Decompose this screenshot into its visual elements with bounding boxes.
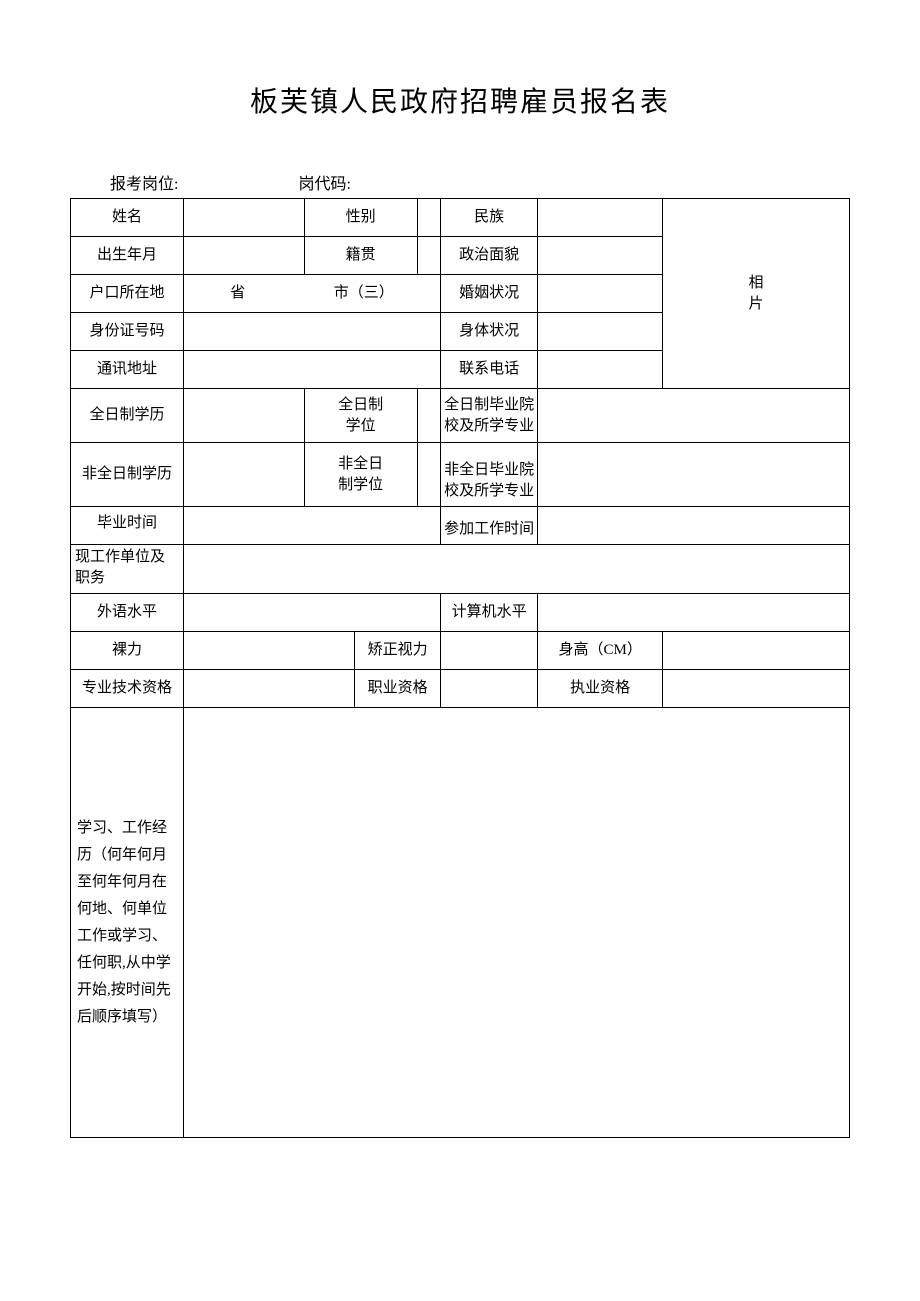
value-ethnicity: [538, 199, 663, 237]
label-phone: 联系电话: [440, 351, 537, 389]
value-grad-time: [183, 507, 440, 545]
value-experience: [183, 708, 849, 1138]
label-experience: 学习、工作经历（何年何月至何年何月在何地、何单位工作或学习、任何职,从中学开始,…: [71, 708, 184, 1138]
label-foreign-lang: 外语水平: [71, 594, 184, 632]
table-row: 毕业时间 参加工作时间: [71, 507, 850, 545]
label-political: 政治面貌: [440, 237, 537, 275]
value-practice: [662, 670, 849, 708]
label-province: 省: [230, 283, 245, 304]
value-parttime-edu: [183, 443, 304, 507]
label-parttime-school: 非全日毕业院校及所学专业: [440, 443, 537, 507]
code-label: 岗代码:: [298, 176, 350, 193]
value-fulltime-edu: [183, 389, 304, 443]
value-fulltime-school: [538, 389, 850, 443]
label-grad-time: 毕业时间: [71, 507, 184, 545]
label-parttime-degree: 非全日制学位: [304, 443, 417, 507]
value-work-start: [538, 507, 850, 545]
label-city: 市（三）: [334, 283, 394, 304]
value-marital: [538, 275, 663, 313]
label-fulltime-school: 全日制毕业院校及所学专业: [440, 389, 537, 443]
label-address: 通讯地址: [71, 351, 184, 389]
value-name: [183, 199, 304, 237]
label-corrected-vision: 矫正视力: [355, 632, 441, 670]
label-marital: 婚姻状况: [440, 275, 537, 313]
value-id: [183, 313, 440, 351]
table-row: 非全日制学历 非全日制学位 非全日毕业院校及所学专业: [71, 443, 850, 507]
value-vocational: [440, 670, 537, 708]
label-gender: 性别: [304, 199, 417, 237]
label-fulltime-edu: 全日制学历: [71, 389, 184, 443]
label-fulltime-degree: 全日制学位: [304, 389, 417, 443]
value-parttime-degree: [417, 443, 440, 507]
label-height: 身高（CM）: [538, 632, 663, 670]
value-native: [417, 237, 440, 275]
table-row: 外语水平 计算机水平: [71, 594, 850, 632]
label-id: 身份证号码: [71, 313, 184, 351]
value-health: [538, 313, 663, 351]
table-row: 姓名 性别 民族 相片: [71, 199, 850, 237]
label-hukou: 户口所在地: [71, 275, 184, 313]
label-pro-tech: 专业技术资格: [71, 670, 184, 708]
label-name: 姓名: [71, 199, 184, 237]
value-pro-tech: [183, 670, 354, 708]
label-health: 身体状况: [440, 313, 537, 351]
label-current-work: 现工作单位及职务: [71, 545, 184, 594]
label-native: 籍贯: [304, 237, 417, 275]
label-vocational: 职业资格: [355, 670, 441, 708]
table-row: 现工作单位及职务: [71, 545, 850, 594]
value-naked-vision: [183, 632, 354, 670]
photo-cell: 相片: [662, 199, 849, 389]
table-row: 全日制学历 全日制学位 全日制毕业院校及所学专业: [71, 389, 850, 443]
registration-table: 姓名 性别 民族 相片 出生年月 籍贯 政治面貌 户口所在地 省 市（三） 婚姻…: [70, 198, 850, 1138]
value-foreign-lang: [183, 594, 440, 632]
label-practice: 执业资格: [538, 670, 663, 708]
value-current-work: [183, 545, 849, 594]
position-label: 报考岗位:: [110, 176, 178, 193]
code-label-group: 岗代码:: [298, 170, 350, 194]
label-ethnicity: 民族: [440, 199, 537, 237]
value-gender: [417, 199, 440, 237]
page-title: 板芙镇人民政府招聘雇员报名表: [70, 80, 850, 120]
value-phone: [538, 351, 663, 389]
value-corrected-vision: [440, 632, 537, 670]
label-birth: 出生年月: [71, 237, 184, 275]
value-hukou: 省 市（三）: [183, 275, 440, 313]
table-row: 专业技术资格 职业资格 执业资格: [71, 670, 850, 708]
value-parttime-school: [538, 443, 850, 507]
value-political: [538, 237, 663, 275]
label-computer: 计算机水平: [440, 594, 537, 632]
value-birth: [183, 237, 304, 275]
header-row: 报考岗位: 岗代码:: [70, 170, 850, 194]
label-naked-vision: 裸力: [71, 632, 184, 670]
value-computer: [538, 594, 850, 632]
value-fulltime-degree: [417, 389, 440, 443]
label-work-start: 参加工作时间: [440, 507, 537, 545]
position-label-group: 报考岗位:: [110, 170, 178, 194]
value-height: [662, 632, 849, 670]
label-parttime-edu: 非全日制学历: [71, 443, 184, 507]
value-address: [183, 351, 440, 389]
table-row: 裸力 矫正视力 身高（CM）: [71, 632, 850, 670]
table-row: 学习、工作经历（何年何月至何年何月在何地、何单位工作或学习、任何职,从中学开始,…: [71, 708, 850, 1138]
